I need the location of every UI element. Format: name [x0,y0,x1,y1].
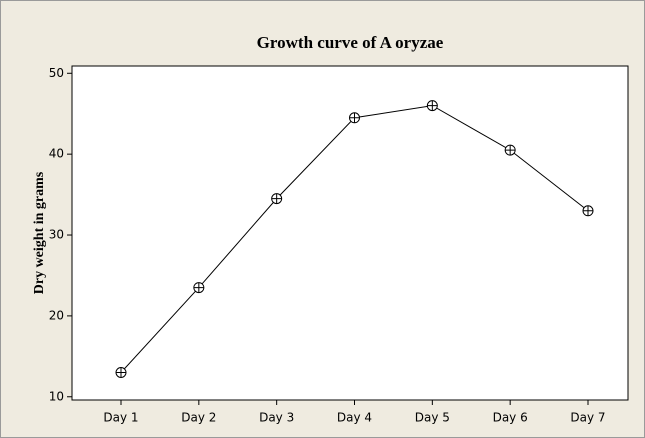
marker-plus [349,112,360,123]
marker [349,112,360,124]
x-tick-label: Day 1 [103,411,138,425]
x-tick-label: Day 4 [337,411,372,425]
marker [193,282,205,294]
y-tick-label: 50 [49,66,64,80]
x-tick-label: Day 5 [415,411,450,425]
y-tick-label: 40 [49,147,64,161]
marker-plus [505,145,516,156]
y-tick-label: 10 [49,389,64,403]
marker-plus [271,193,282,204]
chart-title: Growth curve of A oryzae [257,33,444,52]
x-tick-label: Day 7 [570,411,605,425]
marker [271,193,283,205]
x-tick-label: Day 3 [259,411,294,425]
y-tick-label: 20 [49,308,64,322]
marker [504,144,516,156]
marker-plus [193,282,204,293]
marker [582,205,594,217]
y-tick-label: 30 [49,228,64,242]
marker [426,100,438,112]
y-axis-label: Dry weight in grams [32,171,47,294]
marker [115,367,127,379]
plot-area [71,65,629,401]
marker-plus [116,367,126,378]
x-tick-label: Day 6 [493,411,528,425]
marker-plus [583,205,593,216]
x-tick-label: Day 2 [181,411,216,425]
marker-plus [427,100,438,111]
